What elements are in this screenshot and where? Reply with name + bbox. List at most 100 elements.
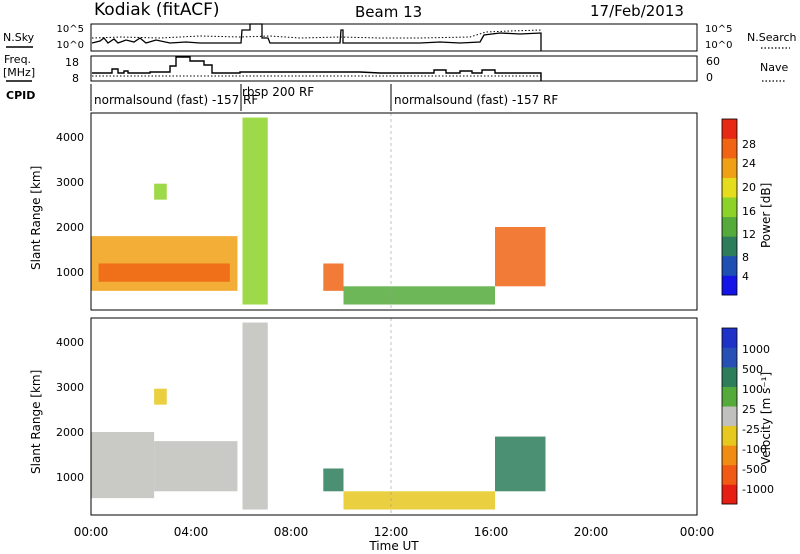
xtick-0400: 04:00 (174, 525, 209, 539)
power-ytick-2000: 2000 (56, 221, 84, 234)
freq-label: Freq. (4, 53, 31, 66)
xtick-0800: 08:00 (274, 525, 309, 539)
velocity-region-4 (323, 468, 344, 492)
power-colorbar-swatch-1 (722, 255, 737, 276)
power-cbar-tick-28: 28 (742, 138, 756, 151)
velocity-cbar-tick-m25: -25 (742, 423, 760, 436)
power-colorbar-swatch-8 (722, 119, 737, 139)
noise-left-tick-bottom: 10^0 (57, 40, 84, 51)
power-colorbar-swatch-6 (722, 158, 737, 178)
power-cbar-tick-12: 12 (742, 228, 756, 241)
cpid-segment-3: normalsound (fast) -157 RF (394, 93, 558, 107)
velocity-region-6 (495, 436, 546, 492)
power-colorbar-swatch-0 (722, 275, 737, 296)
power-cbar-tick-20: 20 (742, 181, 756, 194)
power-cbar-tick-24: 24 (742, 157, 756, 170)
power-cbar-label: Power [dB] (759, 183, 773, 248)
velocity-ytick-4000: 4000 (56, 336, 84, 349)
power-region-2 (154, 183, 167, 200)
nave-label: Nave (760, 61, 788, 74)
velocity-colorbar-swatch-3 (722, 425, 737, 446)
noise-panel: N.Sky 10^5 10^0 10^5 10^0 N.Search (3, 23, 797, 52)
xtick-2000: 20:00 (574, 525, 609, 539)
power-data-layer (91, 117, 546, 305)
velocity-colorbar-swatch-4 (722, 406, 737, 427)
nsearch-label: N.Search (747, 31, 797, 44)
power-colorbar-swatch-2 (722, 236, 737, 257)
date-title: 17/Feb/2013 (590, 2, 684, 20)
power-panel: Slant Range [km] 4000 3000 2000 1000 28 … (29, 112, 773, 311)
velocity-ylabel: Slant Range [km] (29, 370, 43, 474)
nsky-label: N.Sky (3, 31, 35, 44)
velocity-colorbar-swatch-7 (722, 347, 737, 368)
power-cbar-tick-16: 16 (742, 205, 756, 218)
cpid-segment-1: normalsound (fast) -157 RF (94, 93, 258, 107)
power-ytick-1000: 1000 (56, 266, 84, 279)
radar-title: Kodiak (fitACF) (94, 0, 220, 20)
power-colorbar-frame (721, 118, 738, 296)
cpid-label: CPID (6, 89, 35, 102)
noise-right-tick-top: 10^5 (705, 24, 732, 35)
velocity-region-1 (154, 441, 238, 492)
noise-right-tick-bottom: 10^0 (705, 40, 732, 51)
freq-series (92, 56, 542, 81)
power-panel-frame (90, 112, 698, 311)
velocity-cbar-tick-100: 100 (742, 383, 763, 396)
beam-title: Beam 13 (355, 3, 422, 21)
velocity-ytick-3000: 3000 (56, 381, 84, 394)
power-cbar-tick-8: 8 (742, 251, 749, 264)
power-ylabel: Slant Range [km] (29, 166, 43, 270)
freq-panel: Freq. [MHz] 18 8 60 0 Nave (3, 53, 788, 85)
velocity-panel-frame (90, 317, 698, 516)
noise-left-tick-top: 10^5 (57, 24, 84, 35)
velocity-colorbar-swatch-6 (722, 367, 737, 387)
power-colorbar-swatch-3 (722, 216, 737, 237)
velocity-ytick-2000: 2000 (56, 426, 84, 439)
x-axis: 00:00 04:00 08:00 12:00 16:00 20:00 00:0… (74, 525, 715, 553)
power-colorbar (722, 119, 737, 296)
velocity-colorbar-swatch-2 (722, 445, 737, 466)
velocity-cbar-label: Velocity [m s⁻¹] (759, 372, 773, 465)
nsky-series (91, 23, 542, 51)
velocity-colorbar-swatch-8 (722, 328, 737, 348)
velocity-colorbar-swatch-0 (722, 484, 737, 505)
velocity-colorbar-swatch-5 (722, 386, 737, 407)
velocity-colorbar (722, 328, 737, 505)
power-region-1 (98, 263, 230, 282)
power-colorbar-swatch-5 (722, 177, 737, 198)
velocity-region-5 (343, 491, 495, 510)
power-region-4 (323, 263, 344, 291)
freq-left-tick-bottom: 8 (72, 72, 79, 85)
x-axis-label: Time UT (368, 539, 419, 553)
power-colorbar-swatch-4 (722, 197, 737, 218)
velocity-panel: Slant Range [km] 4000 3000 2000 1000 100… (29, 317, 774, 516)
velocity-colorbar-swatch-1 (722, 464, 737, 485)
velocity-cbar-tick-m500: -500 (742, 463, 767, 476)
power-cbar-tick-4: 4 (742, 270, 749, 283)
power-region-5 (343, 286, 495, 305)
power-ytick-4000: 4000 (56, 131, 84, 144)
xtick-1200: 12:00 (374, 525, 409, 539)
cpid-segment-2: rbsp 200 RF (242, 85, 314, 99)
xtick-0000: 00:00 (74, 525, 109, 539)
nave-right-tick-top: 60 (706, 55, 720, 68)
velocity-colorbar-frame (721, 327, 738, 505)
velocity-region-0 (91, 432, 155, 499)
cpid-row: CPID normalsound (fast) -157 RF rbsp 200… (6, 84, 558, 111)
velocity-region-3 (242, 322, 268, 510)
freq-panel-frame (90, 55, 698, 82)
power-region-3 (242, 117, 268, 305)
freq-unit-label: [MHz] (3, 66, 35, 79)
noise-panel-frame (90, 23, 698, 52)
power-ytick-3000: 3000 (56, 176, 84, 189)
velocity-data-layer (91, 322, 546, 510)
nsearch-series (91, 29, 542, 39)
velocity-ytick-1000: 1000 (56, 471, 84, 484)
xtick-1600: 16:00 (474, 525, 509, 539)
power-region-6 (495, 227, 546, 287)
nave-right-tick-bottom: 0 (706, 71, 713, 84)
power-colorbar-swatch-7 (722, 138, 737, 159)
velocity-cbar-tick-m100: -100 (742, 443, 767, 456)
velocity-cbar-tick-m1000: -1000 (742, 483, 774, 496)
